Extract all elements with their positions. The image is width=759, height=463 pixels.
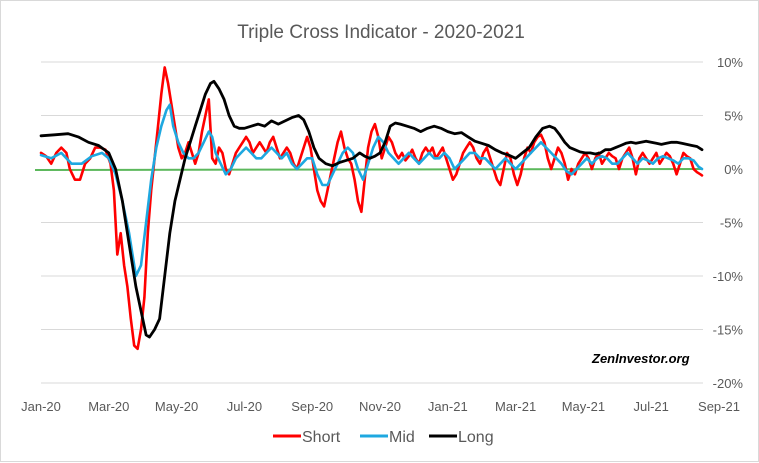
x-tick-label: Jan-21 <box>428 399 468 414</box>
gridlines <box>41 61 703 384</box>
y-tick-label: -15% <box>713 323 744 338</box>
x-axis-ticks: Jan-20 Mar-20 May-20 Jul-20 Sep-20 Nov-20 Jan-… <box>21 399 740 414</box>
series-lines <box>39 66 704 351</box>
chart-title: Triple Cross Indicator - 2020-2021 <box>237 22 525 43</box>
legend-label-mid: Mid <box>389 429 415 446</box>
x-tick-label: Mar-21 <box>495 399 536 414</box>
legend-label-long: Long <box>458 429 494 446</box>
y-tick-label: -20% <box>713 376 744 391</box>
x-tick-label: Jan-20 <box>21 399 61 414</box>
y-tick-label: -10% <box>713 269 744 284</box>
y-tick-label: 10% <box>717 55 743 70</box>
zero-line <box>34 168 704 171</box>
x-tick-label: Sep-20 <box>291 399 333 414</box>
x-tick-label: May-21 <box>562 399 605 414</box>
y-tick-label: 0% <box>724 162 743 177</box>
series-line-long <box>39 79 704 339</box>
x-tick-label: Jul-21 <box>633 399 668 414</box>
legend-label-short: Short <box>302 429 341 446</box>
x-tick-label: Mar-20 <box>88 399 129 414</box>
x-tick-label: Sep-21 <box>698 399 740 414</box>
y-axis-ticks: 10% 5% 0% -5% -10% -15% -20% <box>713 55 744 391</box>
legend: Short Mid Long <box>273 429 494 446</box>
series-line-short <box>39 66 704 351</box>
y-tick-label: 5% <box>724 109 743 124</box>
x-tick-label: Nov-20 <box>359 399 401 414</box>
y-tick-label: -5% <box>720 216 744 231</box>
watermark-annotation: ZenInvestor.org <box>591 351 690 366</box>
x-tick-label: Jul-20 <box>227 399 262 414</box>
series-line-mid <box>39 103 704 278</box>
x-tick-label: May-20 <box>155 399 198 414</box>
